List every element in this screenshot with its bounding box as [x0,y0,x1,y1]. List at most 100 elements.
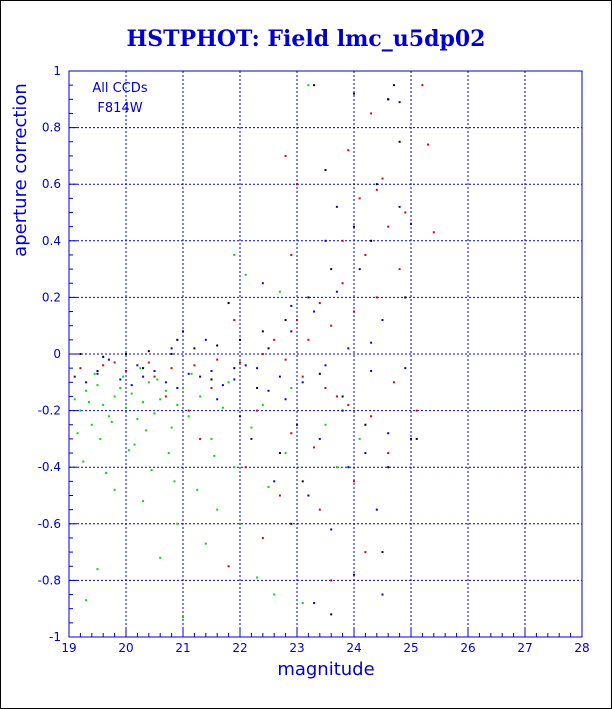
data-point [273,593,276,596]
data-point [147,350,150,353]
data-point [250,437,253,440]
data-point [85,381,88,384]
data-point [199,395,202,398]
data-point [375,508,378,511]
data-point [125,353,127,355]
data-point [370,415,373,418]
data-point [278,290,281,293]
data-point [261,330,264,333]
data-point [318,372,321,375]
data-point [182,330,184,333]
data-point [85,389,88,392]
data-point [387,466,390,469]
data-point [358,268,361,271]
data-point [341,282,344,285]
data-point [392,381,395,384]
data-point [250,426,253,429]
chart-title: HSTPHOT: Field lmc_u5dp02 [127,26,486,52]
data-point [324,169,327,172]
data-point [404,296,407,299]
data-point [133,443,136,446]
data-point [164,381,167,384]
data-point [375,188,378,191]
x-tick-label: 26 [460,641,475,655]
data-point [82,460,85,463]
data-point [93,372,96,375]
data-point [142,500,145,503]
y-tick-label: 0.8 [42,121,61,135]
data-point [216,358,219,361]
data-point [261,282,264,285]
data-point [130,384,133,387]
data-point [278,375,281,378]
data-point [261,536,264,539]
data-point [187,409,190,412]
data-points [73,84,435,619]
data-point [139,367,142,370]
data-point [79,367,82,370]
x-tick-label: 22 [232,641,247,655]
data-point [387,225,390,228]
data-point [233,378,236,381]
data-point [136,418,139,421]
data-point [313,310,316,313]
data-point [267,347,270,350]
data-point [307,84,310,87]
data-point [102,355,105,358]
data-point [170,353,173,355]
data-point [176,386,179,389]
data-point [364,551,367,554]
data-point [392,84,395,87]
data-point [256,409,259,412]
data-point [256,576,259,579]
data-point [284,154,287,157]
data-point [370,341,373,344]
data-point [404,367,407,370]
data-point [347,403,350,406]
y-tick-label: 1 [53,64,61,78]
data-point [102,403,105,406]
data-point [153,375,156,378]
data-point [290,253,293,256]
data-point [142,401,145,404]
data-point [301,375,304,378]
data-point [290,522,293,525]
data-point [196,488,199,491]
data-point [353,573,355,576]
data-point [335,205,338,208]
data-point [273,338,276,341]
data-point [187,415,190,418]
data-point [296,183,298,186]
data-point [110,420,113,423]
x-tick-label: 25 [403,641,418,655]
data-point [318,508,321,511]
data-point [221,406,224,409]
data-point [381,593,384,596]
data-point [147,381,150,384]
data-point [347,347,350,350]
data-point [79,353,82,355]
data-point [244,273,247,276]
data-point [119,386,122,389]
x-tick-label: 24 [346,641,361,655]
data-point [330,268,333,271]
data-point [90,423,93,426]
data-point [301,602,304,605]
data-point [125,369,127,372]
axis-ticks: 19 20 21 22 23 24 25 26 27 28 1 0.8 0.6 0.4 0.2 0 -0.2 -0… [38,64,590,655]
data-point [182,386,184,389]
data-point [87,401,90,404]
data-point [142,367,145,370]
data-point [358,437,361,440]
data-point [113,395,116,398]
data-point [415,437,418,440]
data-point [193,347,196,350]
data-point [127,449,130,452]
data-point [159,398,162,401]
y-tick-label: -1 [49,630,61,644]
data-point [193,364,196,367]
data-point [387,432,390,435]
data-point [261,403,264,406]
data-point [421,84,424,87]
